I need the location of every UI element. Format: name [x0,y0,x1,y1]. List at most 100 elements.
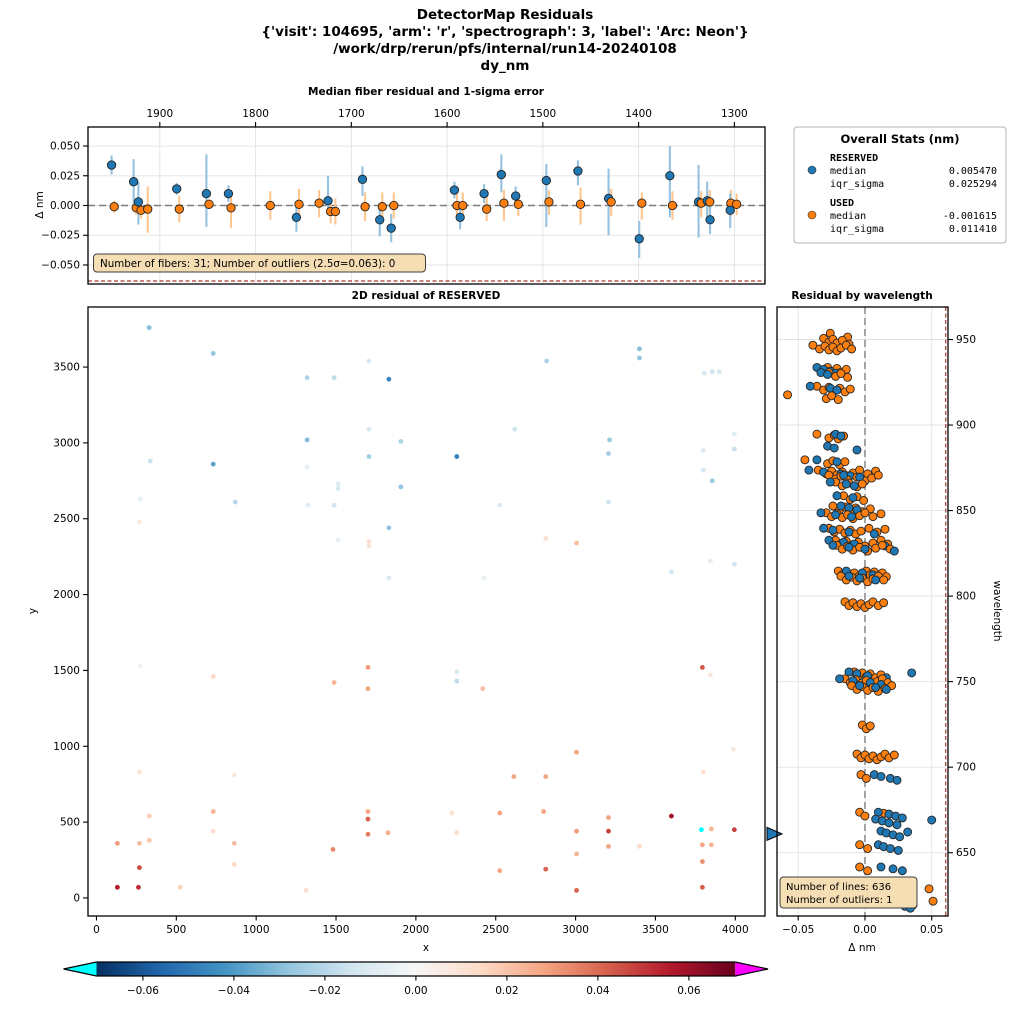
fiber-count-annotation: Number of fibers: 31; Number of outliers… [93,253,426,273]
residual-point [366,539,372,544]
fiber-plot-title: Median fiber residual and 1-sigma error [308,86,545,98]
colorbar-tick-label: 0.02 [495,985,518,997]
x-tick-label: 1300 [721,108,748,120]
residual-2d-title: 2D residual of RESERVED [352,290,501,302]
reserved-line-point [871,683,881,692]
residual-point [365,664,371,670]
axes-frame [87,306,766,917]
residual-point [365,816,371,822]
residual-point [366,358,372,364]
legend-used-iqr-label: iqr_sigma [830,224,884,235]
reserved-line-point [860,544,870,554]
x-tick-label: 0 [93,924,100,936]
residual-point [331,502,337,508]
y-tick-label: 3000 [53,437,80,449]
used-line-point [860,811,870,821]
x-tick-label: 1000 [243,924,270,936]
used-marker-icon [807,210,817,220]
reserved-line-point [832,457,842,467]
residual-point [497,868,503,874]
used-line-point [877,540,887,550]
residual-point [331,680,337,685]
used-median-point [294,199,304,209]
colorbar-tick-label: 0.06 [677,985,701,997]
reserved-line-point [888,864,898,874]
reserved-median-point [323,196,333,206]
residual-point [331,375,337,381]
reserved-line-point [804,465,814,475]
y-tick-label: 800 [956,591,976,603]
reserved-line-point [871,575,881,585]
residual-point [398,484,404,490]
figure-subtitle-path: /work/drp/rerun/pfs/internal/run14-20240… [333,41,677,57]
used-line-point [855,862,865,872]
used-line-point [924,884,934,894]
x-tick-label: 1700 [338,108,365,120]
residual-point [707,558,713,564]
reserved-median-point [496,169,506,180]
x-tick-label: 1900 [146,108,173,120]
x-tick-label: 3000 [562,924,589,936]
residual-point [543,866,549,872]
colorbar-under-arrow [63,962,97,976]
used-median-point [575,199,586,209]
used-line-point [855,840,865,850]
residual-point [231,772,237,778]
residual-point [669,569,674,575]
reserved-median-point [573,166,583,176]
residual-point [335,481,341,487]
residual-point [137,663,143,669]
used-line-point [800,455,810,465]
residual-point [699,859,705,864]
residual-point [637,843,642,849]
used-median-point [109,202,119,212]
used-line-point [863,866,873,876]
residual-point [386,376,392,382]
colorbar-tick-label: −0.02 [309,985,341,997]
used-line-point [783,390,792,400]
used-line-point [812,429,822,439]
used-median-point [389,200,399,211]
reserved-line-point [836,431,846,441]
reserved-line-point [829,443,839,453]
x-tick-label: 2000 [403,924,430,936]
legend-used-median-value: -0.001615 [943,211,997,222]
residual-2d-xlabel: x [423,942,429,954]
used-line-point [879,598,889,608]
residual-point [497,502,503,508]
used-median-point [637,198,647,208]
used-median-point [705,197,715,207]
residual-point [210,828,216,834]
reserved-line-point [836,501,846,511]
reserved-median-point [541,175,551,186]
reserved-line-point [805,381,815,391]
reserved-line-point [828,525,838,535]
residual-by-wavelength-plot: −0.05 0.00 0.05 650 700 750 800 850 900 950 [766,306,976,936]
wavelength-plot-ylabel: wavelength [991,580,1003,641]
legend-reserved-label: RESERVED [830,153,878,164]
used-line-point [865,721,875,731]
residual-point [544,358,550,364]
residual-point [574,828,579,834]
used-median-point [360,202,370,212]
residual-point [335,486,341,491]
used-median-point [499,198,509,208]
y-tick-label: 1500 [53,665,80,677]
reserved-median-point [386,223,396,233]
colorbar-over-arrow [735,962,768,976]
x-tick-label: 4000 [722,924,749,936]
used-line-point [880,524,890,534]
residual-point [701,370,707,376]
reserved-line-point [844,542,854,552]
reserved-line-point [869,529,879,539]
legend-used-label: USED [830,198,854,209]
residual-point [177,884,183,890]
reserved-line-point [819,523,829,533]
colorbar-tick-label: −0.04 [218,985,250,997]
reserved-median-point [705,215,715,225]
figure-subtitle-quantity: dy_nm [481,58,530,74]
residual-point [304,464,310,470]
used-median-point [667,200,678,211]
reserved-line-point [893,845,903,855]
